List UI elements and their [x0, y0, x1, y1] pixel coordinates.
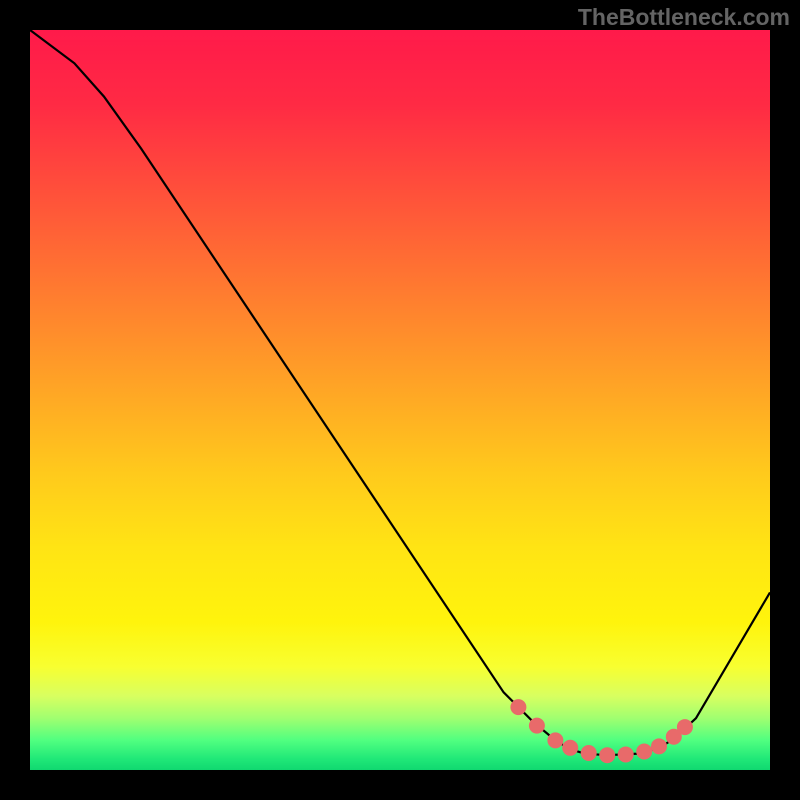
chart-container: { "watermark": { "text": "TheBottleneck.… — [0, 0, 800, 800]
marker-dot — [618, 747, 633, 762]
marker-dot — [511, 700, 526, 715]
marker-dot — [652, 739, 667, 754]
bottleneck-chart — [0, 0, 800, 800]
marker-dot — [637, 744, 652, 759]
marker-dot — [581, 745, 596, 760]
marker-dot — [600, 748, 615, 763]
marker-dot — [563, 740, 578, 755]
marker-dot — [677, 720, 692, 735]
watermark-text: TheBottleneck.com — [578, 4, 790, 31]
marker-dot — [529, 718, 544, 733]
plot-background — [30, 30, 770, 770]
marker-dot — [548, 733, 563, 748]
